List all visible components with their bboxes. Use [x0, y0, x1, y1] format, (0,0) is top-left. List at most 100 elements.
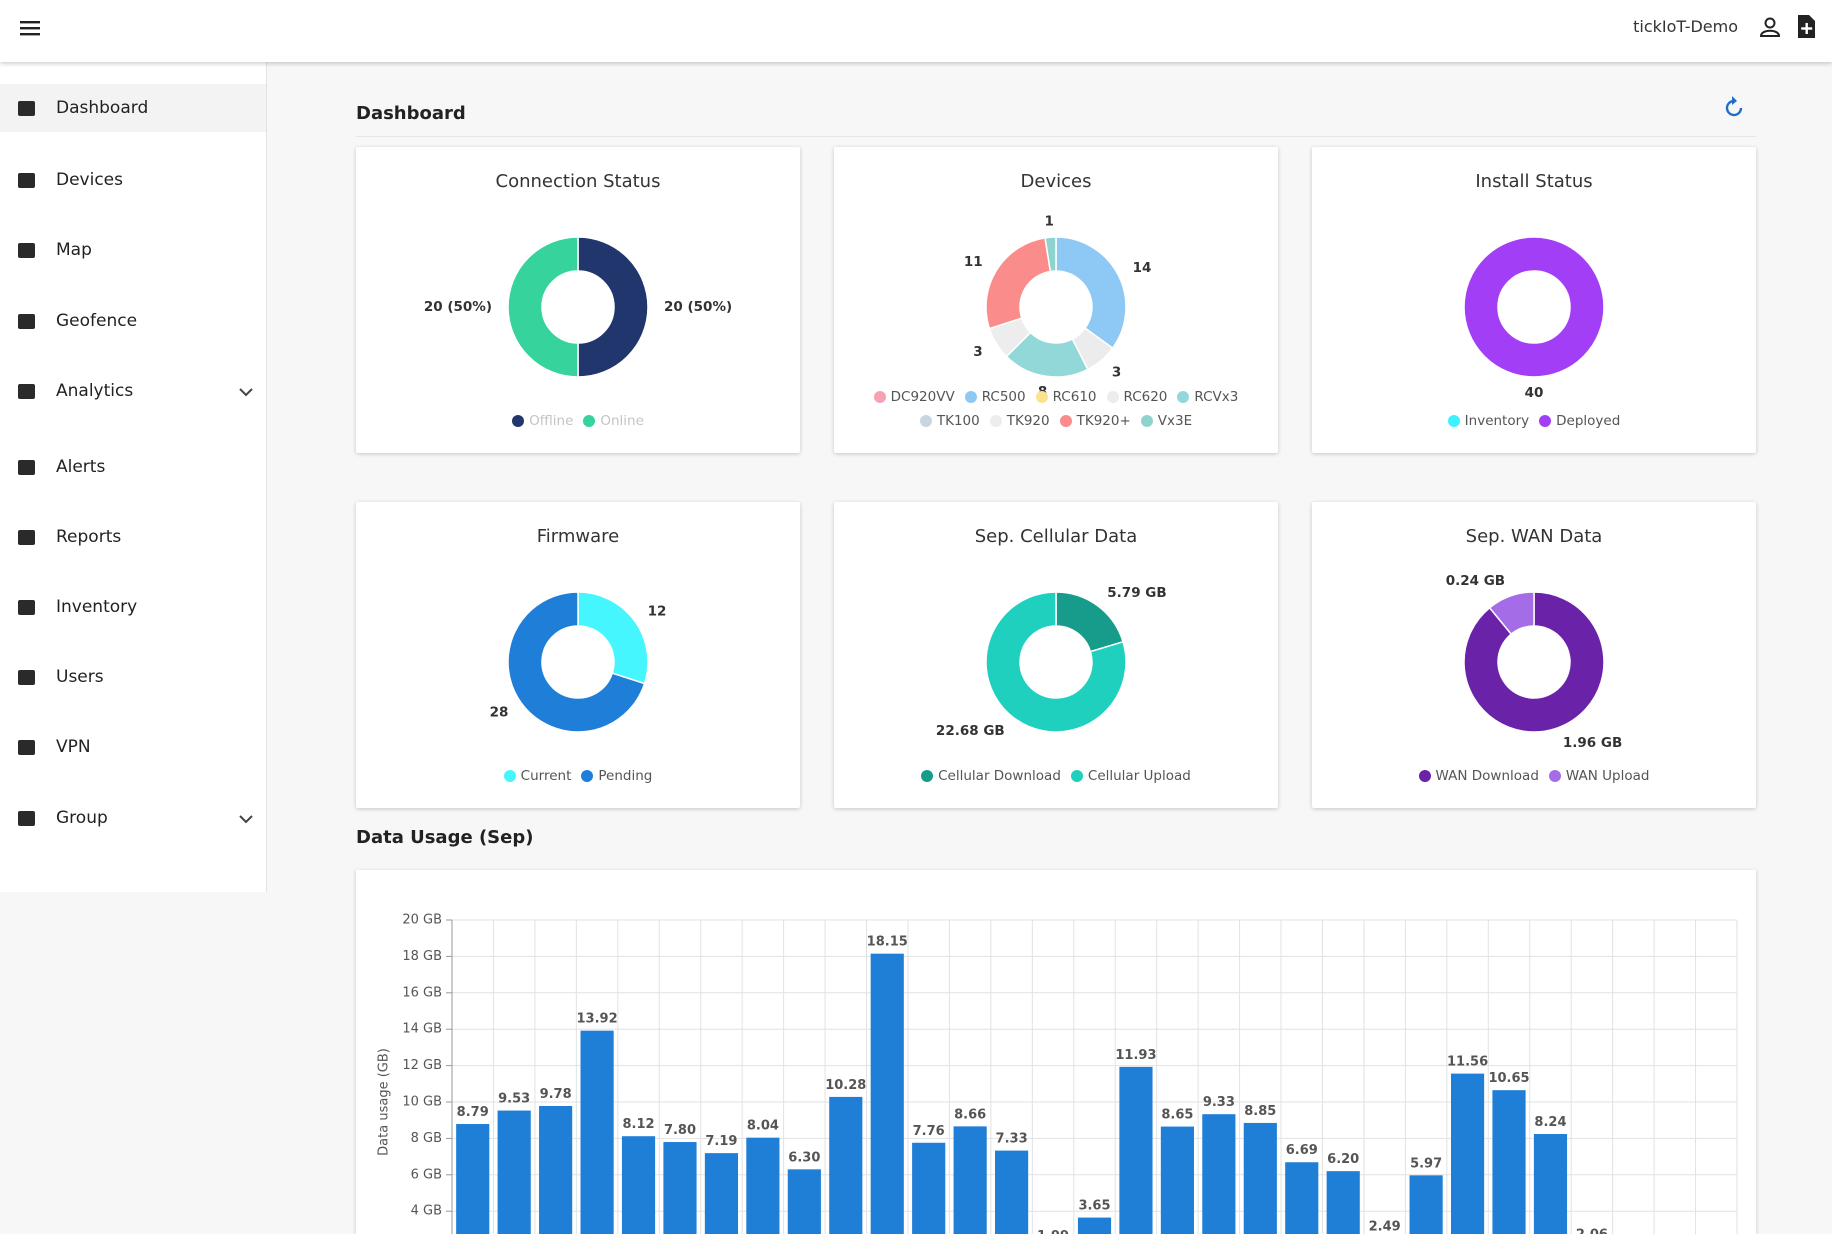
nav-icon — [18, 670, 35, 685]
sidebar: Dashboard Devices Map Geofence Analytics Aler… — [0, 62, 267, 892]
data-label: 1.99 — [1037, 1229, 1069, 1234]
legend-item[interactable]: Online — [583, 413, 644, 429]
bar — [497, 1110, 531, 1234]
icon-shape — [18, 243, 35, 258]
nav-label: Users — [56, 667, 104, 687]
data-label: 7.33 — [996, 1132, 1028, 1147]
chart-title: Firmware — [536, 526, 620, 547]
legend-label: Cellular Download — [938, 768, 1061, 784]
data-label: 10.65 — [1488, 1071, 1529, 1086]
legend-item[interactable]: RC610 — [1035, 389, 1097, 405]
legend-swatch — [1539, 415, 1552, 427]
legend-item[interactable]: TK920 — [989, 413, 1050, 429]
refresh-button[interactable] — [1722, 95, 1748, 121]
legend-item[interactable]: WAN Upload — [1548, 768, 1649, 784]
bar — [1285, 1162, 1319, 1234]
nav-icon — [18, 740, 35, 755]
legend-swatch — [1059, 415, 1072, 427]
chart-title: Install Status — [1475, 171, 1593, 192]
nav-item[interactable]: Alerts — [0, 443, 266, 491]
data-label: 1 — [1045, 213, 1054, 229]
legend-item[interactable]: Cellular Download — [921, 768, 1061, 784]
user-icon[interactable] — [1758, 15, 1782, 39]
legend-item[interactable]: Cellular Upload — [1070, 768, 1191, 784]
bar — [829, 1096, 863, 1234]
nav-item[interactable]: Users — [0, 653, 266, 701]
legend-label: Current — [520, 768, 572, 784]
legend-item[interactable]: RC500 — [964, 389, 1026, 405]
new-file-icon[interactable] — [1794, 14, 1818, 40]
chart-title: Sep. WAN Data — [1465, 526, 1603, 547]
legend-label: WAN Download — [1435, 768, 1539, 784]
data-label: 2.49 — [1369, 1220, 1401, 1234]
nav-label: VPN — [56, 737, 91, 757]
icon-shape — [18, 460, 35, 475]
y-tick-label: 8 GB — [411, 1131, 442, 1146]
donut-segment — [577, 236, 649, 378]
data-label: 14 — [1133, 260, 1152, 276]
legend-label: Offline — [529, 413, 574, 429]
legend-item[interactable]: Deployed — [1539, 413, 1620, 429]
bar — [1492, 1090, 1526, 1234]
nav-item[interactable]: Analytics — [0, 367, 266, 415]
nav-item[interactable]: VPN — [0, 723, 266, 771]
legend-item[interactable]: Offline — [512, 413, 573, 429]
data-label: 6.69 — [1286, 1143, 1318, 1158]
legend-item[interactable]: TK100 — [919, 413, 980, 429]
legend-label: Online — [600, 413, 644, 429]
data-label: 13.92 — [577, 1012, 618, 1027]
bar — [870, 953, 904, 1234]
nav-item[interactable]: Map — [0, 226, 266, 274]
bar — [1202, 1114, 1236, 1234]
legend-label: Vx3E — [1157, 413, 1193, 429]
legend-item[interactable]: Current — [503, 768, 572, 784]
legend-item[interactable]: RC620 — [1106, 389, 1168, 405]
legend-item[interactable]: TK920+ — [1059, 413, 1131, 429]
legend-item[interactable]: WAN Download — [1418, 768, 1539, 784]
legend-label: Pending — [598, 768, 653, 784]
nav-item[interactable]: Group — [0, 794, 266, 842]
legend-swatch — [921, 770, 934, 782]
icon-shape — [18, 314, 35, 329]
donut-segment — [507, 591, 646, 733]
legend-item[interactable]: Vx3E — [1140, 413, 1193, 429]
legend-label: RC610 — [1052, 389, 1097, 405]
data-label: 11.56 — [1447, 1055, 1488, 1070]
nav-item[interactable]: Devices — [0, 156, 266, 204]
data-label: 8.85 — [1244, 1104, 1276, 1119]
data-label: 7.80 — [664, 1123, 696, 1138]
donut-segment — [507, 236, 579, 378]
legend-item[interactable]: Inventory — [1447, 413, 1529, 429]
nav-item[interactable]: Geofence — [0, 297, 266, 345]
legend-item[interactable]: RCVx3 — [1177, 389, 1238, 405]
y-axis-label: Data usage (GB) — [377, 1048, 392, 1156]
legend-swatch — [583, 415, 596, 427]
data-label: 9.53 — [498, 1092, 530, 1107]
menu-button[interactable] — [19, 16, 43, 40]
legend-item[interactable]: Pending — [581, 768, 652, 784]
bar — [1326, 1171, 1360, 1234]
donut-segment — [577, 591, 649, 685]
data-label: 3.65 — [1078, 1199, 1110, 1214]
nav-item[interactable]: Inventory — [0, 583, 266, 631]
bar — [580, 1030, 614, 1234]
data-label: 22.68 GB — [936, 723, 1005, 739]
donut-segment — [1463, 591, 1605, 733]
divider — [356, 136, 1756, 137]
legend: Cellular Download Cellular Upload — [866, 768, 1246, 784]
nav-item[interactable]: Reports — [0, 513, 266, 561]
icon-shape — [18, 173, 35, 188]
nav-label: Inventory — [56, 597, 138, 617]
chart-card: Sep. Cellular Data 5.79 GB 22.68 GB Cellula… — [834, 502, 1278, 808]
chart-title: Connection Status — [495, 171, 661, 192]
data-label: 7.76 — [913, 1124, 945, 1139]
icon-shape — [18, 740, 35, 755]
y-tick-label: 18 GB — [402, 949, 442, 964]
bar-chart: 4 GB 6 GB 8 GB 10 GB 12 GB 14 GB 16 GB 18 GB 20 … — [377, 913, 1738, 1234]
legend-label: DC920VV — [890, 389, 955, 405]
nav-item[interactable]: Dashboard — [0, 84, 266, 132]
legend-swatch — [873, 391, 886, 403]
legend-label: RC620 — [1123, 389, 1168, 405]
legend-item[interactable]: DC920VV — [873, 389, 955, 405]
donut-chart: 5.79 GB 22.68 GB — [936, 585, 1167, 739]
